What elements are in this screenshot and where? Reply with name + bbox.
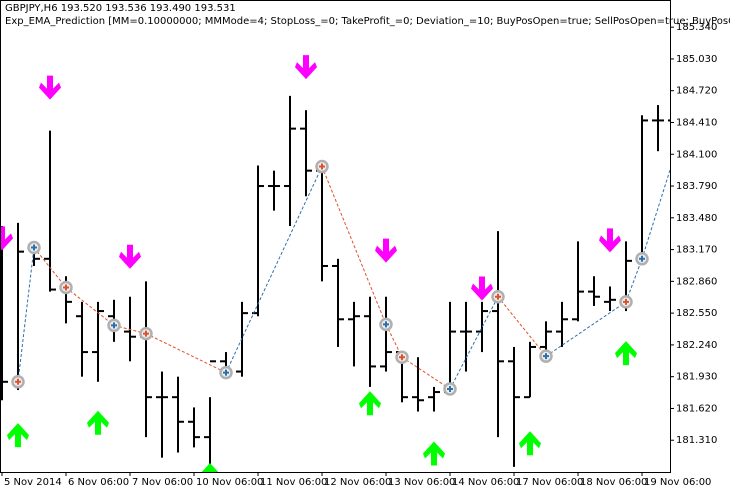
indicator-cross xyxy=(31,244,37,251)
y-tick-label: 181.930 xyxy=(676,372,717,383)
indicator-segment xyxy=(625,258,643,303)
sell-arrow xyxy=(39,75,61,100)
buy-arrow xyxy=(423,441,445,466)
x-tick-label: 13 Nov 06:00 xyxy=(388,477,455,488)
x-tick-label: 17 Nov 06:00 xyxy=(516,477,583,488)
indicator-cross xyxy=(111,322,117,329)
indicator-cross xyxy=(495,293,501,300)
indicator-segment xyxy=(545,301,627,357)
y-tick-label: 183.790 xyxy=(676,181,717,192)
indicator-cross xyxy=(623,298,629,305)
indicator-cross xyxy=(15,378,21,385)
indicator-segment xyxy=(17,247,35,382)
x-tick-label: 10 Nov 06:00 xyxy=(196,477,263,488)
sell-arrow xyxy=(471,276,493,301)
indicator-cross xyxy=(399,354,405,361)
y-tick-label: 185.340 xyxy=(676,22,717,33)
y-tick-label: 181.620 xyxy=(676,403,717,414)
x-tick-label: 11 Nov 06:00 xyxy=(260,477,327,488)
buy-arrow xyxy=(615,341,637,366)
y-tick-label: 181.310 xyxy=(676,435,717,446)
x-tick-label: 19 Nov 06:00 xyxy=(644,477,711,488)
buy-arrow xyxy=(201,463,219,472)
indicator-cross xyxy=(383,321,389,328)
y-tick-label: 184.720 xyxy=(676,86,717,97)
plot xyxy=(1,55,670,472)
x-tick-label: 6 Nov 06:00 xyxy=(68,477,129,488)
indicator-segment xyxy=(449,296,499,390)
y-tick-label: 185.030 xyxy=(676,54,717,65)
buy-arrow xyxy=(519,431,541,456)
sell-arrow xyxy=(1,226,13,251)
y-tick-label: 183.170 xyxy=(676,245,717,256)
buy-arrow xyxy=(87,410,109,435)
indicator-cross xyxy=(63,284,69,291)
sell-arrow xyxy=(295,55,317,80)
y-tick-label: 184.410 xyxy=(676,117,717,128)
buy-arrow xyxy=(7,423,29,448)
buy-arrow xyxy=(359,391,381,416)
y-tick-label: 183.480 xyxy=(676,213,717,224)
indicator-cross xyxy=(447,385,453,392)
chart-subtitle: Exp_EMA_Prediction [MM=0.10000000; MMMod… xyxy=(5,16,730,27)
x-tick-label: 7 Nov 06:00 xyxy=(132,477,193,488)
y-tick-label: 182.860 xyxy=(676,276,717,287)
indicator-segment xyxy=(33,247,67,288)
y-tick-label: 182.240 xyxy=(676,340,717,351)
indicator-segment xyxy=(65,287,115,326)
x-tick-label: 12 Nov 06:00 xyxy=(324,477,391,488)
y-tick-label: 184.100 xyxy=(676,149,717,160)
indicator-cross xyxy=(639,255,645,262)
indicator-cross xyxy=(319,163,325,170)
indicator-segment xyxy=(401,356,451,390)
x-tick-label: 5 Nov 2014 xyxy=(4,477,62,488)
indicator-segment xyxy=(497,296,547,357)
indicator-segment xyxy=(225,166,323,373)
sell-arrow xyxy=(599,228,621,253)
plot-frame xyxy=(0,0,671,473)
indicator-cross xyxy=(223,369,229,376)
chart-title: GBPJPY,H6 193.520 193.536 193.490 193.53… xyxy=(5,3,236,14)
y-tick-label: 182.550 xyxy=(676,308,717,319)
x-tick-label: 18 Nov 06:00 xyxy=(580,477,647,488)
x-tick-label: 14 Nov 06:00 xyxy=(452,477,519,488)
indicator-segment xyxy=(321,166,387,325)
sell-arrow xyxy=(119,244,141,269)
indicator-segment xyxy=(641,168,670,259)
sell-arrow xyxy=(375,238,397,263)
indicator-cross xyxy=(543,353,549,360)
indicator-cross xyxy=(143,330,149,337)
